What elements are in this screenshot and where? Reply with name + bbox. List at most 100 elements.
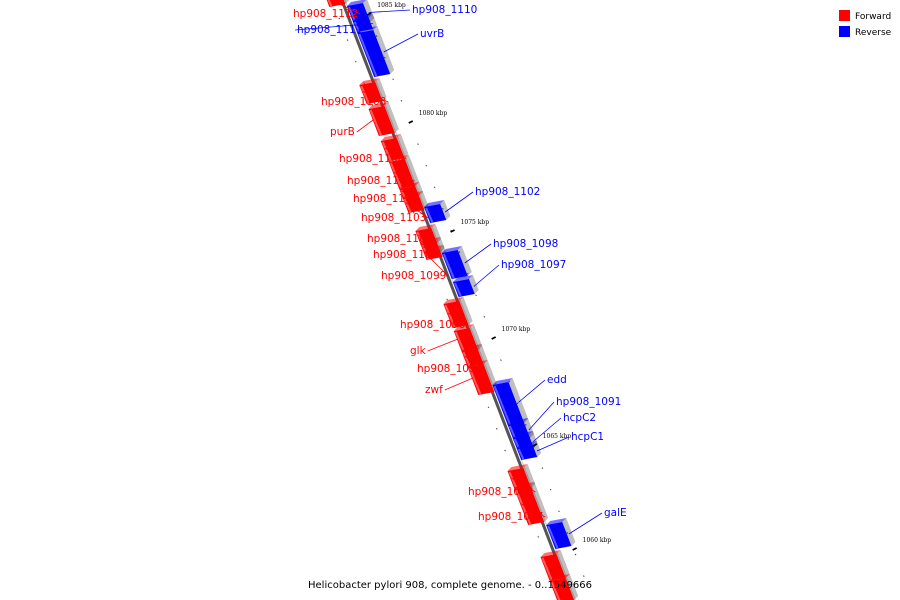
gene-shine [508,471,519,491]
gene-shine [462,351,471,367]
gene-top-face [507,418,528,425]
gene-body[interactable] [402,195,425,213]
gene-side-face [457,246,472,276]
gene-label[interactable]: galE [604,507,627,519]
gene-body[interactable] [423,249,443,260]
gene-label[interactable]: hp908_1101 [367,233,432,245]
gene-side-face [375,78,387,101]
gene-leader-line [444,191,474,213]
tick-label: 1060 kbp [583,537,612,544]
gene-label[interactable]: hp908_1100 [373,249,438,261]
minor-tick [446,298,448,301]
gene-leader-line [383,33,419,53]
gene-label[interactable]: edd [547,374,567,386]
minor-tick [475,294,477,297]
gene-label[interactable]: hp908_1106 [339,153,405,165]
major-tick [572,547,578,551]
gene-body[interactable] [549,578,575,600]
gene-shine [360,85,370,104]
gene-top-face [443,297,464,304]
label-layer: hp908_1112 hp908_1110 hp908_1111 uvrB hp908_… [293,0,627,535]
gene-body[interactable] [516,445,538,460]
gene-side-face [440,200,451,220]
gene-body[interactable] [357,30,391,77]
gene-label[interactable]: hp908_1110 [412,4,477,16]
gene-top-face [453,324,474,331]
gene-body[interactable] [368,106,395,136]
gene-side-face [565,574,579,600]
gene-leader-line [401,190,421,200]
minor-tick [483,316,486,318]
gene-top-face [492,378,513,385]
gene-body[interactable] [443,301,469,328]
gene-shine [444,304,456,328]
gene-label[interactable]: hp908_1111 [297,24,362,36]
gene-leader-line [521,503,546,518]
gene-shine [381,141,392,161]
gene-body[interactable] [467,364,495,395]
gene-label[interactable]: hp908_1104 [353,193,419,205]
gene-body[interactable] [325,0,346,7]
gene-shine [454,331,466,353]
legend-reverse-label: Reverse [855,28,892,38]
gene-side-face [556,550,570,578]
gene-shine [550,581,561,600]
gene-shine [403,198,412,213]
gene-body[interactable] [441,250,468,279]
gene-label[interactable]: hcpC1 [571,431,604,443]
gene-body[interactable] [388,159,416,189]
legend-forward-label: Forward [855,12,891,22]
gene-top-face [549,574,570,581]
gene-top-face [399,182,420,189]
gene-side-face [436,237,445,252]
gene-body[interactable] [540,554,566,581]
minor-tick [433,186,436,189]
gene-leader-line [424,252,449,277]
gene-body[interactable] [424,204,447,223]
gene-shine [493,385,512,426]
gene-shine [353,21,360,32]
gene-label[interactable]: hp908_1105 [347,175,412,187]
gene-leader-line [294,23,373,31]
gene-leader-line [422,246,441,256]
minor-tick [413,212,415,214]
gene-label[interactable]: hp908_1099 [381,270,446,282]
gene-label[interactable]: zwf [425,384,443,396]
minor-tick [549,488,552,491]
gene-label[interactable]: hp908_1098 [493,238,558,250]
gene-shine [369,109,382,136]
gene-top-face [540,550,561,557]
gene-body[interactable] [492,382,525,426]
gene-label[interactable]: hp908_1091 [556,396,621,408]
gene-label[interactable]: hp908_1103 [361,212,426,224]
tick-label: 1085 kbp [377,2,406,9]
gene-label[interactable]: purB [330,126,355,138]
gene-body[interactable] [359,82,383,104]
minor-tick [466,272,469,275]
gene-side-face [459,297,473,325]
gene-body[interactable] [452,279,475,297]
gene-label[interactable]: hp908_1097 [501,259,566,271]
gene-leader-line [362,91,389,103]
gene-body[interactable] [514,486,545,525]
gene-body[interactable] [546,522,572,549]
gene-shine [468,367,482,395]
gene-side-face [523,464,536,488]
gene-leader-line [368,9,411,13]
gene-label[interactable]: hp908_1108 [321,96,386,108]
gene-top-face [507,464,528,471]
gene-layer [325,0,579,600]
gene-leader-line [464,355,485,370]
gene-label[interactable]: uvrB [420,28,444,40]
gene-label[interactable]: hp908_1087 [478,511,543,523]
gene-label[interactable]: hp908_1112 [293,8,358,20]
gene-top-face [380,134,401,141]
gene-label[interactable]: hcpC2 [563,412,596,424]
gene-label[interactable]: hp908_1102 [475,186,540,198]
minor-tick [487,406,490,409]
gene-label[interactable]: hp908_1096 [400,319,466,331]
gene-label[interactable]: glk [410,345,427,357]
gene-label[interactable]: hp908_1094 [417,363,483,375]
gene-label[interactable]: hp908_1088 [468,486,533,498]
